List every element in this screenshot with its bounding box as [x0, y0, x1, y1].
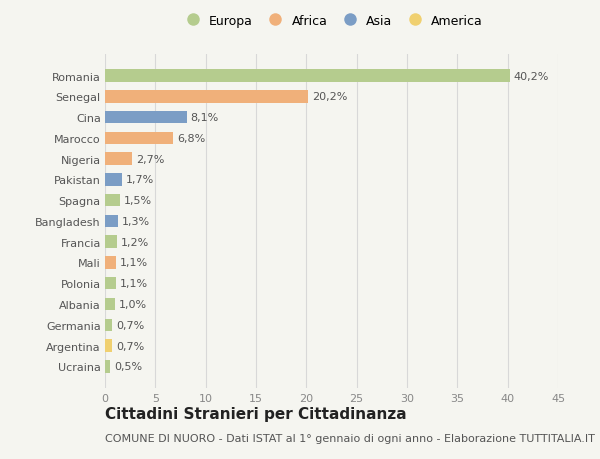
Text: COMUNE DI NUORO - Dati ISTAT al 1° gennaio di ogni anno - Elaborazione TUTTITALI: COMUNE DI NUORO - Dati ISTAT al 1° genna… [105, 433, 595, 442]
Bar [105, 112, 187, 124]
Bar [105, 257, 116, 269]
Text: 20,2%: 20,2% [313, 92, 348, 102]
Bar [105, 215, 118, 228]
Legend: Europa, Africa, Asia, America: Europa, Africa, Asia, America [180, 15, 483, 28]
Bar [105, 319, 112, 331]
Text: 1,5%: 1,5% [124, 196, 152, 206]
Text: Cittadini Stranieri per Cittadinanza: Cittadini Stranieri per Cittadinanza [105, 406, 407, 421]
Bar [105, 340, 112, 352]
Bar [105, 360, 110, 373]
Bar [105, 132, 173, 145]
Text: 0,7%: 0,7% [116, 341, 145, 351]
Bar [105, 236, 117, 248]
Text: 1,3%: 1,3% [122, 217, 150, 226]
Text: 40,2%: 40,2% [514, 72, 549, 81]
Bar [105, 153, 132, 166]
Bar [105, 70, 509, 83]
Bar [105, 277, 116, 290]
Text: 1,1%: 1,1% [120, 258, 148, 268]
Text: 0,5%: 0,5% [114, 362, 142, 371]
Text: 0,7%: 0,7% [116, 320, 145, 330]
Bar [105, 91, 308, 103]
Text: 1,1%: 1,1% [120, 279, 148, 289]
Text: 8,1%: 8,1% [191, 113, 219, 123]
Text: 6,8%: 6,8% [178, 134, 206, 144]
Bar [105, 195, 120, 207]
Text: 1,0%: 1,0% [119, 299, 147, 309]
Bar [105, 298, 115, 311]
Text: 2,7%: 2,7% [136, 154, 164, 164]
Bar [105, 174, 122, 186]
Text: 1,2%: 1,2% [121, 237, 149, 247]
Text: 1,7%: 1,7% [126, 175, 154, 185]
